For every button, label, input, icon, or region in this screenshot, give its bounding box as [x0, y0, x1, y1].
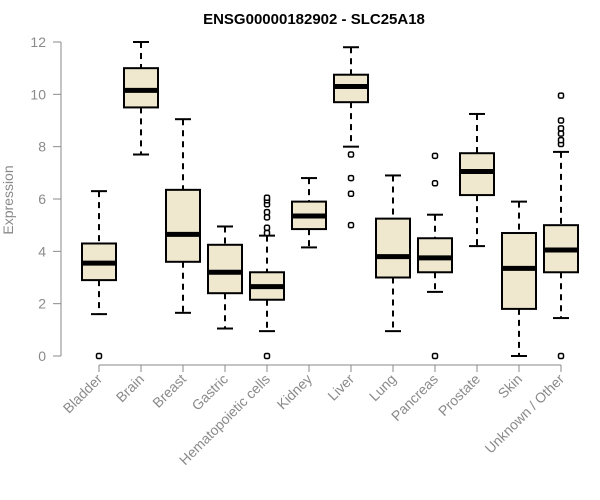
- outlier-point: [557, 125, 565, 132]
- x-tick-label: Liver: [324, 371, 357, 404]
- box: [417, 237, 453, 274]
- y-tick-label: 8: [38, 139, 46, 155]
- y-tick-label: 6: [38, 191, 46, 207]
- x-tick-label: Bladder: [60, 371, 106, 417]
- x-tick-label: Brain: [113, 371, 147, 405]
- outlier-point: [557, 352, 565, 360]
- y-tick-label: 12: [30, 34, 46, 50]
- x-tick-label: Pancreas: [388, 371, 441, 424]
- box: [501, 232, 537, 310]
- outlier-point: [263, 214, 271, 221]
- outlier-point: [557, 136, 565, 144]
- box: [123, 67, 159, 109]
- box-group: [123, 41, 159, 156]
- box: [375, 217, 411, 279]
- y-tick-label: 2: [38, 296, 46, 312]
- box-group: [543, 92, 579, 360]
- box: [459, 152, 495, 197]
- outlier-point: [347, 151, 355, 158]
- outlier-point: [263, 352, 271, 360]
- outlier-point: [557, 117, 565, 124]
- y-tick-label: 10: [30, 86, 46, 102]
- box-group: [165, 118, 201, 314]
- box: [165, 188, 201, 263]
- x-tick-label: Breast: [149, 371, 189, 411]
- box-group: [81, 190, 117, 360]
- box-group: [333, 46, 369, 229]
- outlier-point: [263, 224, 271, 232]
- y-tick-label: 4: [38, 243, 46, 259]
- outlier-point: [263, 208, 271, 216]
- outlier-point: [431, 152, 439, 160]
- x-tick-label: Lung: [366, 371, 399, 404]
- plot-area: [81, 41, 579, 360]
- outlier-point: [557, 130, 565, 137]
- box-group: [375, 174, 411, 333]
- x-tick-label: Kidney: [274, 371, 316, 413]
- x-tick-label: Prostate: [435, 371, 483, 419]
- box-group: [291, 177, 327, 249]
- x-tick-label: Unknown / Other: [482, 371, 568, 457]
- outlier-point: [557, 92, 565, 99]
- outlier-point: [431, 352, 439, 360]
- outlier-point: [431, 180, 439, 187]
- x-tick-label: Skin: [495, 371, 526, 402]
- box-group: [417, 152, 453, 360]
- chart-title: ENSG00000182902 - SLC25A18: [203, 11, 425, 28]
- outlier-point: [263, 194, 271, 201]
- y-axis-label: Expression: [0, 165, 16, 234]
- outlier-point: [347, 190, 355, 198]
- box-group: [501, 200, 537, 357]
- box-group: [249, 194, 285, 360]
- y-tick-label: 0: [38, 348, 46, 364]
- box: [207, 243, 243, 295]
- box-group: [207, 225, 243, 330]
- box-group: [459, 112, 495, 248]
- outlier-point: [95, 352, 103, 360]
- outlier-point: [347, 221, 355, 229]
- outlier-point: [263, 229, 271, 237]
- outlier-point: [347, 174, 355, 182]
